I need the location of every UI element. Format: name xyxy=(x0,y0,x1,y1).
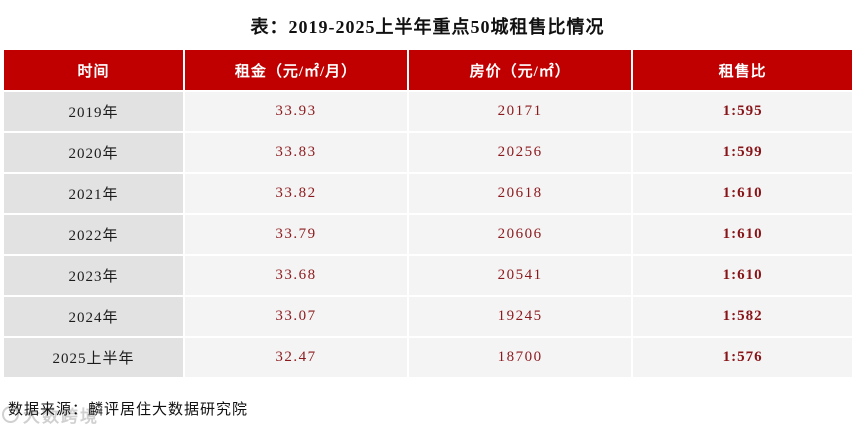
table-row: 2019年 33.93 20171 1:595 xyxy=(4,92,852,131)
cell-period: 2021年 xyxy=(4,174,183,213)
cell-price: 20541 xyxy=(409,256,632,295)
cell-period: 2022年 xyxy=(4,215,183,254)
table-row: 2022年 33.79 20606 1:610 xyxy=(4,215,852,254)
cell-ratio: 1:610 xyxy=(633,215,852,254)
table-row: 2023年 33.68 20541 1:610 xyxy=(4,256,852,295)
table-header-row: 时间 租金（元/㎡/月） 房价（元/㎡） 租售比 xyxy=(4,50,852,90)
page-title: 表：2019-2025上半年重点50城租售比情况 xyxy=(250,17,605,37)
header-cell-rent: 租金（元/㎡/月） xyxy=(184,50,408,90)
cell-ratio: 1:595 xyxy=(633,92,852,131)
cell-price: 20171 xyxy=(409,92,632,131)
cell-ratio: 1:582 xyxy=(633,297,852,336)
watermark-text: 大数跨境 xyxy=(23,407,99,425)
cell-period: 2023年 xyxy=(4,256,183,295)
table-body: 2019年 33.93 20171 1:595 2020年 33.83 20256 1:599… xyxy=(4,92,852,377)
cell-period: 2019年 xyxy=(4,92,183,131)
cell-ratio: 1:610 xyxy=(633,174,852,213)
cell-rent: 33.82 xyxy=(184,174,408,213)
cell-ratio: 1:576 xyxy=(633,338,852,377)
table-row: 2025上半年 32.47 18700 1:576 xyxy=(4,338,852,377)
cell-rent: 33.68 xyxy=(184,256,408,295)
header-cell-ratio: 租售比 xyxy=(633,50,852,90)
table-row: 2020年 33.83 20256 1:599 xyxy=(4,133,852,172)
header-cell-price: 房价（元/㎡） xyxy=(409,50,632,90)
cell-period: 2020年 xyxy=(4,133,183,172)
cell-price: 20606 xyxy=(409,215,632,254)
data-source-note: 数据来源：麟评居住大数据研究院 xyxy=(8,402,249,418)
cell-price: 18700 xyxy=(409,338,632,377)
watermark-circle-icon xyxy=(2,406,19,423)
cell-rent: 33.93 xyxy=(184,92,408,131)
cell-price: 19245 xyxy=(409,297,632,336)
cell-period: 2025上半年 xyxy=(4,338,183,377)
table-row: 2024年 33.07 19245 1:582 xyxy=(4,297,852,336)
cell-rent: 32.47 xyxy=(184,338,408,377)
cell-rent: 33.07 xyxy=(184,297,408,336)
cell-period: 2024年 xyxy=(4,297,183,336)
cell-rent: 33.83 xyxy=(184,133,408,172)
rent-to-price-ratio-table: 时间 租金（元/㎡/月） 房价（元/㎡） 租售比 2019年 33.93 20171… xyxy=(4,50,852,379)
header-cell-time: 时间 xyxy=(4,50,183,90)
table-row: 2021年 33.82 20618 1:610 xyxy=(4,174,852,213)
cell-rent: 33.79 xyxy=(184,215,408,254)
cell-ratio: 1:599 xyxy=(633,133,852,172)
watermark-logo: 大数跨境 xyxy=(2,402,99,425)
cell-price: 20618 xyxy=(409,174,632,213)
cell-price: 20256 xyxy=(409,133,632,172)
cell-ratio: 1:610 xyxy=(633,256,852,295)
